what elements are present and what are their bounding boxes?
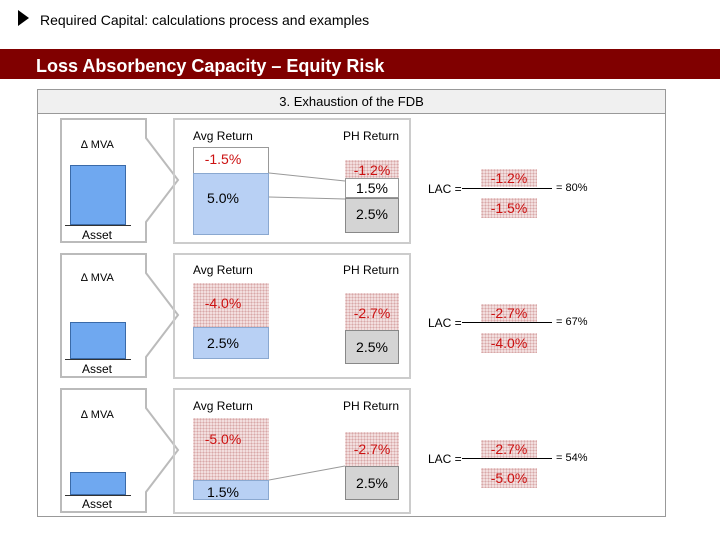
lac-numerator-box xyxy=(481,440,537,458)
ph-base-bar xyxy=(345,466,399,500)
lac-numerator: -2.7% xyxy=(490,305,528,321)
title-banner xyxy=(0,49,720,79)
asset-label: Asset xyxy=(82,497,113,511)
delta-mva-label: ∆ MVA xyxy=(81,139,114,151)
return-frame xyxy=(173,388,411,514)
avg-return-base-bar xyxy=(193,173,269,235)
bullet-arrow-icon xyxy=(18,10,29,26)
ph-loss-value: -2.7% xyxy=(353,441,391,457)
lac-denominator: -4.0% xyxy=(490,335,528,351)
lac-result: = 67% xyxy=(556,316,588,328)
avg-base-value: 5.0% xyxy=(207,190,239,206)
avg-return-label: Avg Return xyxy=(193,399,253,413)
ph-base-value: 2.5% xyxy=(356,206,388,222)
ph-base-value: 2.5% xyxy=(356,339,388,355)
ph-base-value: 2.5% xyxy=(356,475,388,491)
avg-loss-bar xyxy=(193,418,269,480)
ph-return-label: PH Return xyxy=(343,129,400,143)
avg-loss-bar xyxy=(193,283,269,327)
lac-denominator-box xyxy=(481,333,537,353)
fraction-line xyxy=(462,458,552,459)
lac-denominator-box xyxy=(481,468,537,488)
lac-label: LAC = xyxy=(428,182,462,196)
avg-return-base-bar xyxy=(193,327,269,359)
ph-base-bar xyxy=(345,330,399,364)
lac-numerator: -2.7% xyxy=(490,441,528,457)
fraction-line xyxy=(462,322,552,323)
lac-denominator-box xyxy=(481,198,537,218)
lac-numerator-box xyxy=(481,169,537,187)
ph-return-label: PH Return xyxy=(343,399,400,413)
avg-loss-value: -1.5% xyxy=(204,151,242,167)
ph-loss-bar xyxy=(345,160,399,180)
fraction-line xyxy=(462,188,552,189)
lac-numerator: -1.2% xyxy=(490,170,528,186)
asset-baseline xyxy=(65,359,131,360)
avg-loss-value: -5.0% xyxy=(204,431,242,447)
asset-value-bar xyxy=(70,165,126,225)
ph-loss-value: -2.7% xyxy=(353,305,391,321)
avg-base-value: 1.5% xyxy=(207,484,239,500)
ph-return-label: PH Return xyxy=(343,263,400,277)
asset-baseline xyxy=(65,495,131,496)
asset-value-bar xyxy=(70,472,126,495)
ph-mid-bar xyxy=(345,178,399,198)
lac-result: = 54% xyxy=(556,452,588,464)
avg-return-label: Avg Return xyxy=(193,129,253,143)
ph-loss-bar xyxy=(345,432,399,466)
header-title: Required Capital: calculations process a… xyxy=(40,12,370,28)
ph-loss-bar xyxy=(345,293,399,330)
ph-mid-value: 1.5% xyxy=(356,180,388,196)
asset-baseline xyxy=(65,225,131,226)
lac-label: LAC = xyxy=(428,452,462,466)
lac-label: LAC = xyxy=(428,316,462,330)
lac-numerator-box xyxy=(481,304,537,322)
ph-base-bar xyxy=(345,198,399,233)
asset-label: Asset xyxy=(82,228,113,242)
panel-title: 3. Exhaustion of the FDB xyxy=(37,89,666,114)
connector-lines xyxy=(269,465,346,481)
delta-mva-label: ∆ MVA xyxy=(81,272,114,284)
lac-result: = 80% xyxy=(556,182,588,194)
banner-title: Loss Absorbency Capacity – Equity Risk xyxy=(36,56,385,76)
asset-value-bar xyxy=(70,322,126,359)
avg-base-value: 2.5% xyxy=(207,335,239,351)
lac-denominator: -1.5% xyxy=(490,200,528,216)
return-frame xyxy=(173,118,411,244)
avg-return-base-bar xyxy=(193,480,269,500)
connector-lines xyxy=(269,172,346,200)
lac-denominator: -5.0% xyxy=(490,470,528,486)
asset-label: Asset xyxy=(82,362,113,376)
avg-return-label: Avg Return xyxy=(193,263,253,277)
ph-loss-value: -1.2% xyxy=(353,162,391,178)
avg-loss-value: -4.0% xyxy=(204,295,242,311)
return-frame xyxy=(173,253,411,379)
delta-mva-label: ∆ MVA xyxy=(81,409,114,421)
block-arrow-icon xyxy=(60,253,180,378)
